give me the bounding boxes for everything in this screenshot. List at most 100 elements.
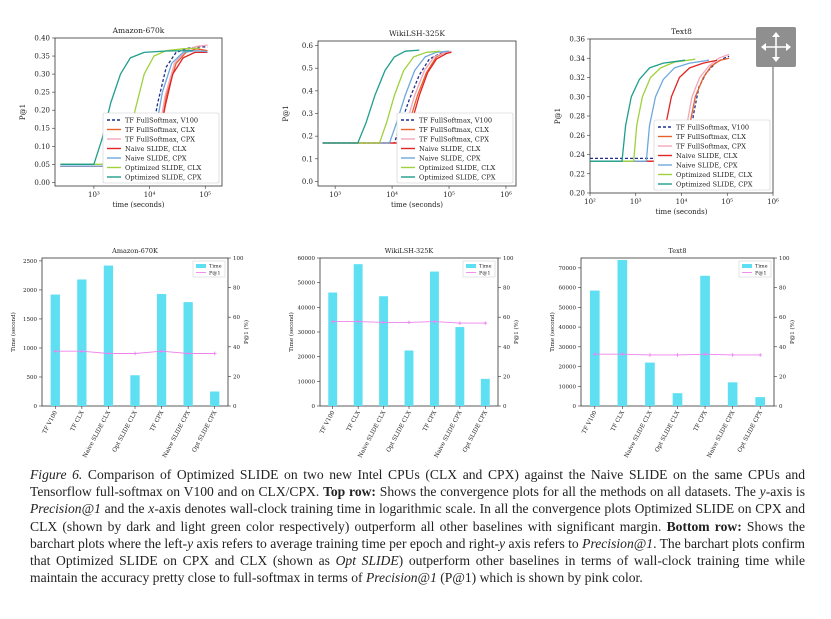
x-tick-label: 10⁴ [676, 198, 688, 206]
series-line [322, 50, 450, 144]
y2-axis-label: P@1 (%) [243, 320, 250, 344]
caption-text: axis refers to [505, 535, 583, 551]
y2-tick-label: 40 [503, 345, 510, 351]
legend-box [396, 112, 514, 184]
y-tick-label: 0.32 [569, 74, 585, 82]
y-tick-label: 40000 [298, 305, 316, 311]
chart-title: Text8 [671, 27, 692, 36]
x-tick-label: 10⁴ [144, 191, 156, 199]
x-axis-label: time (seconds) [113, 201, 165, 209]
x-tick-label: 10³ [88, 191, 100, 199]
category-label: Opt SLIDE CPX [462, 409, 489, 453]
legend-entry: TF FullSoftmax, CPX [125, 135, 195, 143]
category-label: Opt SLIDE CLX [654, 409, 681, 453]
precision-marker [106, 351, 111, 356]
y-tick-label: 30000 [559, 345, 577, 351]
caption-italic: Precision@1 [365, 570, 437, 586]
y-tick-label: 0.26 [569, 132, 585, 140]
y-axis-label: Time (second) [288, 312, 295, 351]
category-label: TF V100 [42, 410, 59, 435]
y-tick-label: 0.2 [302, 133, 313, 141]
x-tick-label: 10⁴ [386, 191, 398, 199]
time-bar [429, 271, 439, 406]
y-tick-label: 70000 [559, 266, 577, 272]
legend-swatch [466, 264, 476, 268]
y2-tick-label: 40 [233, 345, 240, 351]
category-label: Opt SLIDE CPX [737, 409, 764, 453]
precision-marker [330, 319, 335, 324]
y-tick-label: 1000 [23, 346, 37, 352]
time-bar [700, 275, 710, 406]
y2-tick-label: 40 [779, 345, 786, 351]
category-label: TF CPX [150, 409, 166, 432]
series-line [322, 51, 450, 144]
y-axis-label: P@1 [19, 104, 27, 120]
precision-marker [730, 353, 735, 357]
legend-entry: Optimized SLIDE, CLX [125, 164, 202, 172]
series-line [590, 59, 710, 162]
y2-tick-label: 20 [503, 374, 510, 380]
caption-text: ) outperform other baselines in terms of… [30, 553, 805, 586]
caption-text: Shows the barchart plots where the left- [30, 518, 805, 551]
figure-6-charts: Amazon-670k0.000.050.100.150.200.250.300… [10, 26, 796, 459]
precision-marker [133, 351, 137, 356]
y2-tick-label: 80 [503, 286, 510, 292]
caption-math: y [187, 535, 194, 551]
legend-entry: P@1 [479, 270, 491, 277]
y-tick-label: 0.30 [569, 93, 585, 101]
y-tick-label: 0.0 [302, 178, 313, 186]
time-bar [379, 296, 389, 406]
y-axis-label: P@1 [282, 105, 290, 121]
caption-math: y [499, 535, 506, 551]
legend-entry: Optimized SLIDE, CPX [676, 180, 753, 188]
y-tick-label: 0.30 [34, 71, 50, 79]
y-tick-label: 50000 [298, 281, 316, 287]
move-arrows-icon[interactable] [756, 27, 796, 67]
caption-text: -axis denotes wall-clock training time i… [30, 501, 805, 534]
x-axis-label: time (seconds) [391, 201, 443, 209]
time-bar [589, 290, 600, 406]
precision-marker [356, 319, 360, 324]
category-label: Naive SLIDE CPX [707, 409, 737, 459]
legend-entry: Time [755, 264, 768, 270]
category-label: Naive SLIDE CLX [624, 409, 654, 459]
caption-italic: Precision@1 [30, 501, 101, 517]
y-tick-label: 0.00 [34, 179, 50, 187]
y2-tick-label: 60 [779, 315, 786, 321]
caption-bold: Bottom row: [666, 518, 742, 534]
y-tick-label: 0.20 [34, 107, 50, 115]
y-axis-label: Time (second) [549, 312, 556, 351]
y-tick-label: 0.05 [34, 161, 50, 169]
caption-text: axis refers to average training time per… [193, 535, 500, 551]
y-tick-label: 0.20 [569, 190, 585, 198]
legend-entry: Naive SLIDE, CLX [419, 145, 481, 153]
x-tick-label: 10⁵ [199, 191, 211, 199]
convergence-plot-3: Text8 0.20 0.22 0.24 0.26 0.28 0.30 0.32 0.34 0.3… [554, 27, 779, 216]
y2-axis-label: P@1 (%) [789, 320, 796, 344]
y-tick-label: 2000 [23, 288, 37, 294]
time-bar [727, 382, 738, 406]
y-tick-label: 0.1 [302, 155, 313, 163]
precision-marker [703, 352, 707, 356]
chart-title: Amazon-670K [111, 247, 158, 255]
series-line [322, 49, 420, 144]
legend-entry: Naive SLIDE, CLX [125, 145, 187, 153]
legend-entry: TF FullSoftmax, CLX [419, 126, 489, 134]
y-tick-label: 500 [27, 375, 38, 381]
y2-tick-label: 100 [779, 256, 790, 262]
chart-title: Text8 [668, 247, 686, 255]
chart-title: WikiLSH-325K [389, 29, 445, 38]
legend-entry: Time [479, 264, 492, 270]
precision-marker [592, 352, 597, 356]
y-tick-label: 0 [34, 404, 38, 410]
x-tick-label: 10³ [329, 191, 341, 199]
caption-figure-label: Figure 6. [30, 467, 83, 482]
legend-entry: TF FullSoftmax, CLX [676, 133, 746, 141]
category-label: TF CLX [610, 409, 626, 432]
y2-tick-label: 20 [779, 374, 786, 380]
x-tick-label: 10³ [630, 198, 642, 206]
time-bar [77, 279, 87, 406]
category-label: Naive SLIDE CLX [358, 409, 388, 459]
precision-marker [758, 353, 763, 357]
y-tick-label: 0.35 [34, 53, 50, 61]
